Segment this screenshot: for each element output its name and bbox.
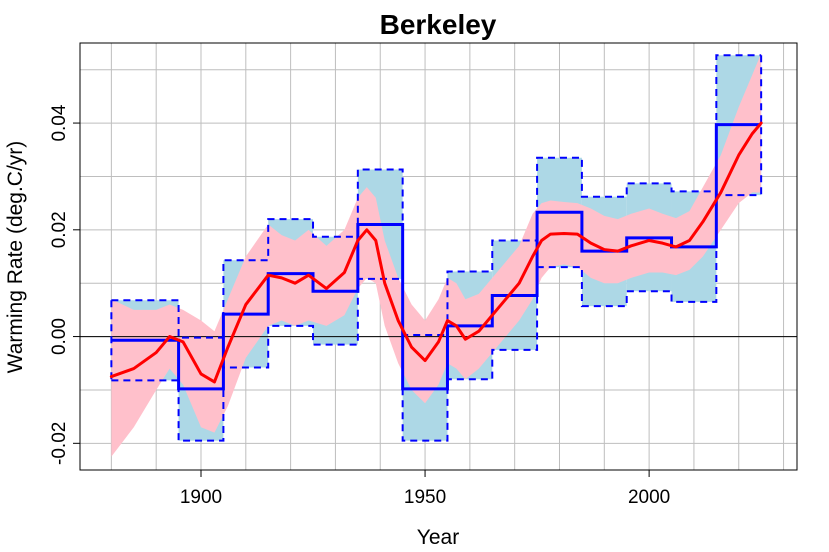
y-tick-label: 0.04	[49, 104, 70, 141]
y-tick-label: 0.00	[49, 318, 70, 355]
step-line	[111, 123, 762, 391]
y-axis-label: Warming Rate (deg.C/yr)	[4, 141, 27, 374]
step-band-lower-boundary	[111, 194, 762, 442]
smooth-confidence-band	[111, 53, 762, 457]
chart-title: Berkeley	[380, 9, 497, 40]
y-tick-label: 0.02	[49, 211, 70, 248]
axes: 1900 1950 2000 -0.02 0.00 0.02 0.04	[49, 104, 670, 508]
x-tick-label: 1950	[404, 487, 446, 508]
x-axis-label: Year	[417, 526, 459, 549]
step-band-upper-boundary	[111, 54, 762, 339]
x-tick-label: 1900	[180, 487, 222, 508]
y-tick-label: -0.02	[49, 422, 70, 465]
smooth-band-area	[111, 53, 762, 457]
x-tick-label: 2000	[628, 487, 670, 508]
step-series-line	[111, 123, 762, 391]
plot-frame	[79, 42, 798, 471]
smooth-line	[109, 121, 763, 384]
smooth-series-line	[109, 121, 763, 384]
